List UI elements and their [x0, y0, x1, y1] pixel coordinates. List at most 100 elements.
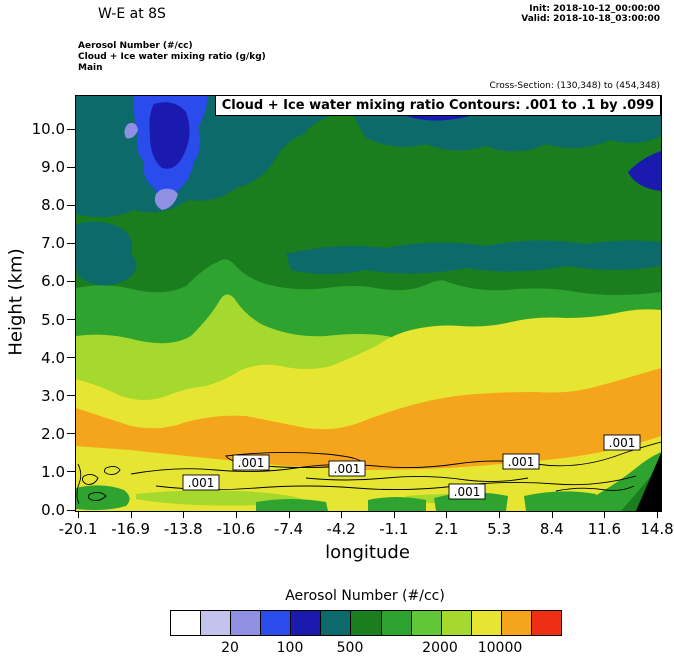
y-tick-label: 2.0 [41, 424, 65, 443]
y-tick-label: 10.0 [31, 120, 65, 138]
filled-contour-field: .001 .001 .001 .001 .001 .001 [76, 96, 661, 511]
x-tick-mark [604, 511, 606, 518]
cloud-contour-line [76, 463, 82, 505]
colorbar-cell-12 [501, 611, 532, 635]
contour-label: .001 [508, 455, 535, 469]
aerosol-region-surface-green2 [256, 499, 328, 511]
colorbar-cell-3 [231, 611, 262, 635]
shaded-field-label: Aerosol Number (#/cc) [78, 41, 193, 51]
cloud-contour-line [130, 441, 661, 475]
y-tick-label: 4.0 [41, 348, 65, 367]
colorbar-cell-6 [321, 611, 352, 635]
contour-label: .001 [334, 462, 361, 476]
y-tick-label: 1.0 [41, 462, 65, 481]
contour-info-banner: Cloud + Ice water mixing ratio Contours:… [215, 95, 661, 116]
x-tick-mark [288, 511, 290, 518]
colorbar-cell-7 [351, 611, 382, 635]
y-tick-label: 7.0 [41, 234, 65, 253]
valid-time-label: Valid: 2018-10-18_03:00:00 [521, 14, 660, 24]
colorbar-tick-label: 2000 [422, 640, 458, 656]
colorbar-cell-9 [411, 611, 442, 635]
cloud-contour-line [155, 475, 637, 491]
y-tick-mark [67, 128, 75, 130]
y-tick-label: 9.0 [41, 158, 65, 177]
x-tick-mark [393, 511, 395, 518]
colorbar-tick-label: 500 [336, 640, 364, 656]
grid-label: Main [78, 63, 103, 73]
cloud-contour-loop [87, 491, 107, 501]
aerosol-region-periwinkle-fringe [154, 188, 178, 210]
colorbar-title: Aerosol Number (#/cc) [285, 588, 445, 604]
contour-label: .001 [609, 436, 636, 450]
y-tick-label: 5.0 [41, 310, 65, 329]
x-tick-label: -20.1 [58, 520, 98, 538]
x-tick-label: 5.3 [487, 520, 512, 538]
x-tick-mark [341, 511, 343, 518]
cloud-contour-labels: .001 .001 .001 .001 .001 .001 [182, 434, 641, 500]
cloud-contour-loop [103, 465, 121, 475]
x-tick-mark [78, 511, 79, 518]
contour-label: .001 [238, 456, 265, 470]
x-tick-label: 14.8 [640, 520, 674, 538]
y-axis-title: Height (km) [5, 248, 27, 356]
colorbar-cell-13 [531, 611, 562, 635]
colorbar-tick-label: 20 [221, 640, 239, 656]
y-tick-label: 3.0 [41, 386, 65, 405]
x-tick-label: -13.8 [163, 520, 203, 538]
cross-section-plot: .001 .001 .001 .001 .001 .001 [75, 95, 662, 512]
colorbar-cell-2 [201, 611, 232, 635]
contour-label-box [502, 453, 540, 470]
contour-label: .001 [454, 485, 481, 499]
contour-label-box [603, 434, 641, 451]
x-tick-mark [499, 511, 501, 518]
y-tick-mark [67, 357, 75, 359]
aerosol-region-orange-band [76, 368, 661, 470]
x-tick-label: 2.1 [434, 520, 459, 538]
contour-label: .001 [188, 476, 215, 490]
contour-label-box [182, 474, 220, 491]
aerosol-region-surface-green5 [524, 491, 596, 511]
y-tick-mark [67, 204, 75, 206]
aerosol-region-navy-plume-core [149, 102, 190, 169]
init-time-label: Init: 2018-10-12_00:00:00 [529, 4, 660, 14]
y-tick-mark [67, 280, 75, 282]
x-tick-mark [183, 511, 185, 518]
contour-label-box [232, 454, 270, 471]
aerosol-region-surface-green1 [76, 485, 130, 510]
aerosol-region-teal-midband [286, 240, 661, 274]
colorbar-cell-5 [291, 611, 322, 635]
y-tick-mark [67, 242, 75, 244]
x-tick-label: 8.4 [539, 520, 564, 538]
y-tick-mark [67, 166, 75, 168]
x-tick-label: -1.1 [379, 520, 409, 538]
contour-label-box [448, 483, 486, 500]
aerosol-region-periwinkle-spot [124, 122, 138, 139]
cross-section-label: Cross-Section: (130,348) to (454,348) [489, 81, 661, 91]
y-tick-label: 6.0 [41, 272, 65, 291]
x-tick-mark [657, 511, 659, 518]
x-tick-mark [551, 511, 553, 518]
y-tick-mark [67, 319, 75, 320]
colorbar-tick-label: 10000 [477, 640, 523, 656]
x-tick-mark [235, 511, 237, 518]
colorbar-cell-4 [261, 611, 292, 635]
x-axis-title: longitude [325, 542, 410, 563]
x-tick-label: -10.6 [216, 520, 256, 538]
terrain-wedge [636, 453, 661, 511]
colorbar-cell-1 [171, 611, 202, 635]
x-tick-label: -4.2 [326, 520, 356, 538]
aerosol-region-surface-green3 [368, 497, 426, 511]
y-tick-mark [67, 395, 75, 397]
y-tick-mark [67, 471, 75, 473]
colorbar-cell-10 [441, 611, 472, 635]
colorbar-tick-label: 100 [276, 640, 304, 656]
contour-label-box [328, 460, 366, 477]
y-tick-mark [67, 509, 75, 511]
colorbar [170, 610, 562, 636]
aerosol-region-teal-leftblob [76, 221, 137, 286]
cloud-contour-line [555, 485, 635, 492]
x-tick-mark [446, 511, 448, 518]
x-tick-label: -16.9 [111, 520, 151, 538]
field-meta-block: Aerosol Number (#/cc) Cloud + Ice water … [78, 41, 266, 74]
y-tick-label: 8.0 [41, 196, 65, 215]
